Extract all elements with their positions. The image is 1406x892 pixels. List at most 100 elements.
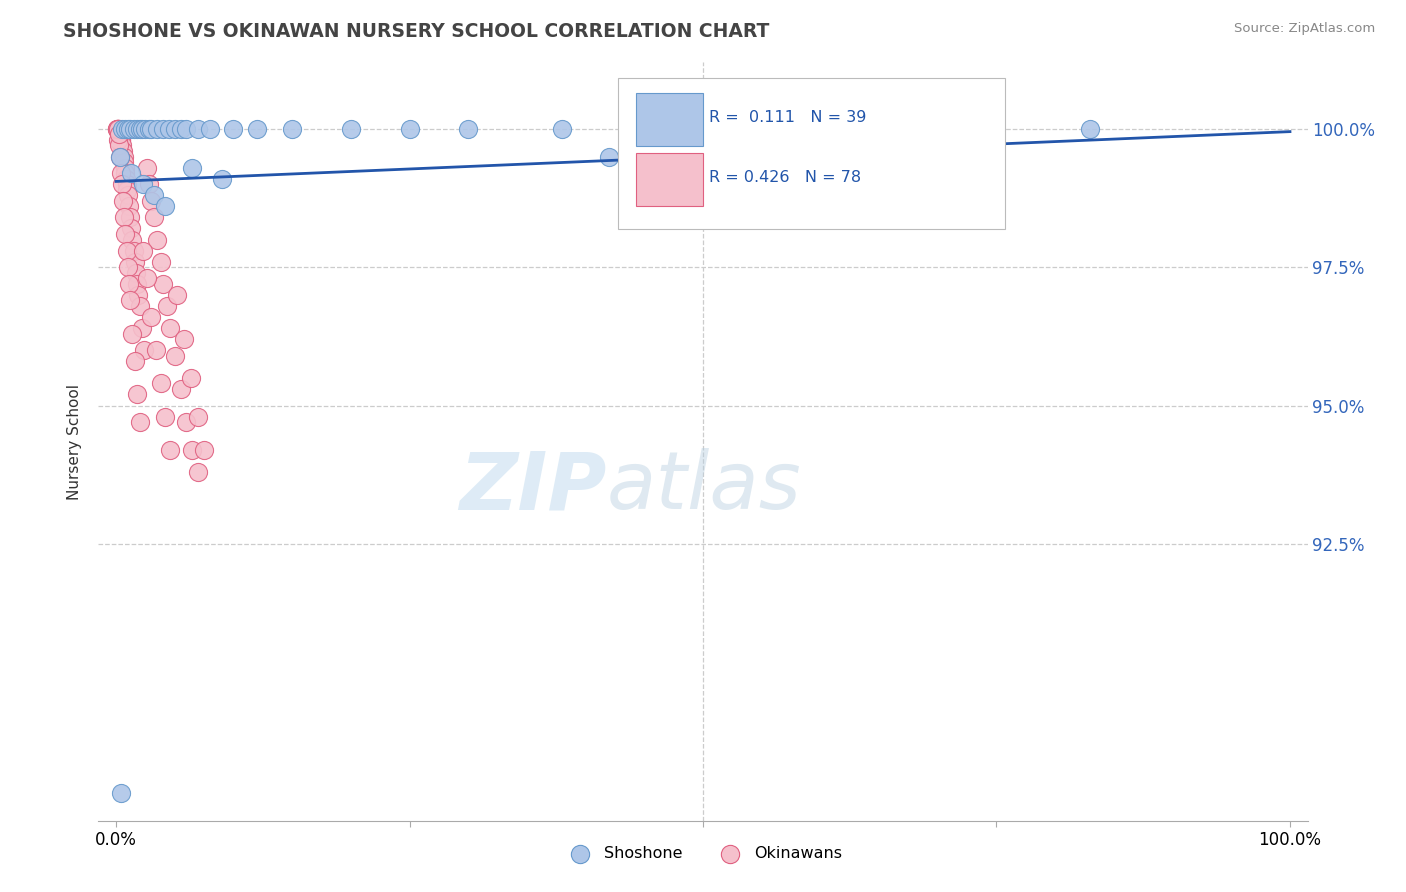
Point	[131, 321, 153, 335]
Point	[152, 121, 174, 136]
Point	[163, 349, 186, 363]
Point	[118, 199, 141, 213]
FancyBboxPatch shape	[637, 153, 703, 207]
Point	[125, 266, 148, 280]
Point	[155, 409, 177, 424]
Point	[149, 254, 172, 268]
Point	[127, 277, 149, 291]
Point	[152, 277, 174, 291]
Point	[124, 354, 146, 368]
Point	[135, 161, 157, 175]
Point	[111, 121, 134, 136]
Point	[149, 376, 172, 391]
Point	[115, 183, 138, 197]
Point	[132, 177, 155, 191]
Point	[108, 149, 131, 163]
Point	[180, 371, 202, 385]
Point	[222, 121, 245, 136]
Point	[211, 171, 233, 186]
Point	[142, 188, 165, 202]
Point	[134, 121, 156, 136]
Text: Source: ZipAtlas.com: Source: ZipAtlas.com	[1234, 22, 1375, 36]
Point	[118, 277, 141, 291]
Point	[122, 244, 145, 258]
Point	[141, 310, 163, 324]
Point	[181, 161, 204, 175]
Point	[115, 177, 138, 191]
Point	[128, 299, 150, 313]
Point	[141, 194, 163, 208]
Point	[181, 442, 204, 457]
Point	[111, 138, 134, 153]
Point	[692, 121, 714, 136]
Point	[112, 194, 135, 208]
Point	[132, 244, 155, 258]
Text: SHOSHONE VS OKINAWAN NURSERY SCHOOL CORRELATION CHART: SHOSHONE VS OKINAWAN NURSERY SCHOOL CORR…	[63, 22, 769, 41]
Point	[107, 121, 129, 136]
Point	[962, 121, 984, 136]
Point	[112, 211, 135, 225]
Point	[105, 121, 128, 136]
FancyBboxPatch shape	[637, 93, 703, 145]
Point	[146, 121, 169, 136]
Point	[112, 149, 135, 163]
Point	[155, 299, 177, 313]
Point	[246, 121, 269, 136]
Point	[128, 415, 150, 429]
Point	[340, 121, 363, 136]
Point	[120, 166, 142, 180]
Point	[108, 121, 131, 136]
Point	[138, 177, 160, 191]
Point	[187, 409, 209, 424]
Point	[141, 121, 163, 136]
Point	[112, 144, 135, 158]
Point	[108, 128, 131, 142]
Point	[131, 121, 153, 136]
Point	[120, 121, 142, 136]
Point	[110, 133, 132, 147]
Point	[281, 121, 304, 136]
Point	[107, 128, 129, 142]
Legend: Shoshone, Okinawans: Shoshone, Okinawans	[557, 839, 849, 867]
Point	[108, 149, 131, 163]
Point	[117, 121, 139, 136]
Point	[598, 149, 620, 163]
Point	[176, 121, 198, 136]
Point	[163, 121, 186, 136]
Point	[146, 233, 169, 247]
Point	[127, 387, 149, 401]
Point	[169, 121, 191, 136]
Text: atlas: atlas	[606, 448, 801, 526]
Text: R =  0.111   N = 39: R = 0.111 N = 39	[709, 110, 866, 125]
Point	[124, 254, 146, 268]
Point	[120, 221, 142, 235]
Point	[108, 128, 131, 142]
Point	[117, 188, 139, 202]
Text: R = 0.426   N = 78: R = 0.426 N = 78	[709, 170, 860, 186]
Point	[159, 442, 181, 457]
Point	[107, 133, 129, 147]
Point	[457, 121, 479, 136]
Point	[114, 227, 136, 241]
Point	[134, 343, 156, 358]
Point	[117, 260, 139, 275]
FancyBboxPatch shape	[619, 78, 1005, 229]
Point	[1080, 121, 1102, 136]
Point	[107, 121, 129, 136]
Point	[159, 321, 181, 335]
Point	[107, 121, 129, 136]
Point	[107, 121, 129, 136]
Text: ZIP: ZIP	[458, 448, 606, 526]
Point	[111, 177, 134, 191]
Point	[105, 121, 128, 136]
Point	[198, 121, 221, 136]
Point	[110, 786, 132, 800]
Point	[169, 382, 191, 396]
Point	[114, 166, 136, 180]
Point	[121, 326, 143, 341]
Point	[193, 442, 215, 457]
Point	[173, 332, 195, 346]
Y-axis label: Nursery School: Nursery School	[67, 384, 83, 500]
Point	[142, 211, 165, 225]
Point	[127, 288, 149, 302]
